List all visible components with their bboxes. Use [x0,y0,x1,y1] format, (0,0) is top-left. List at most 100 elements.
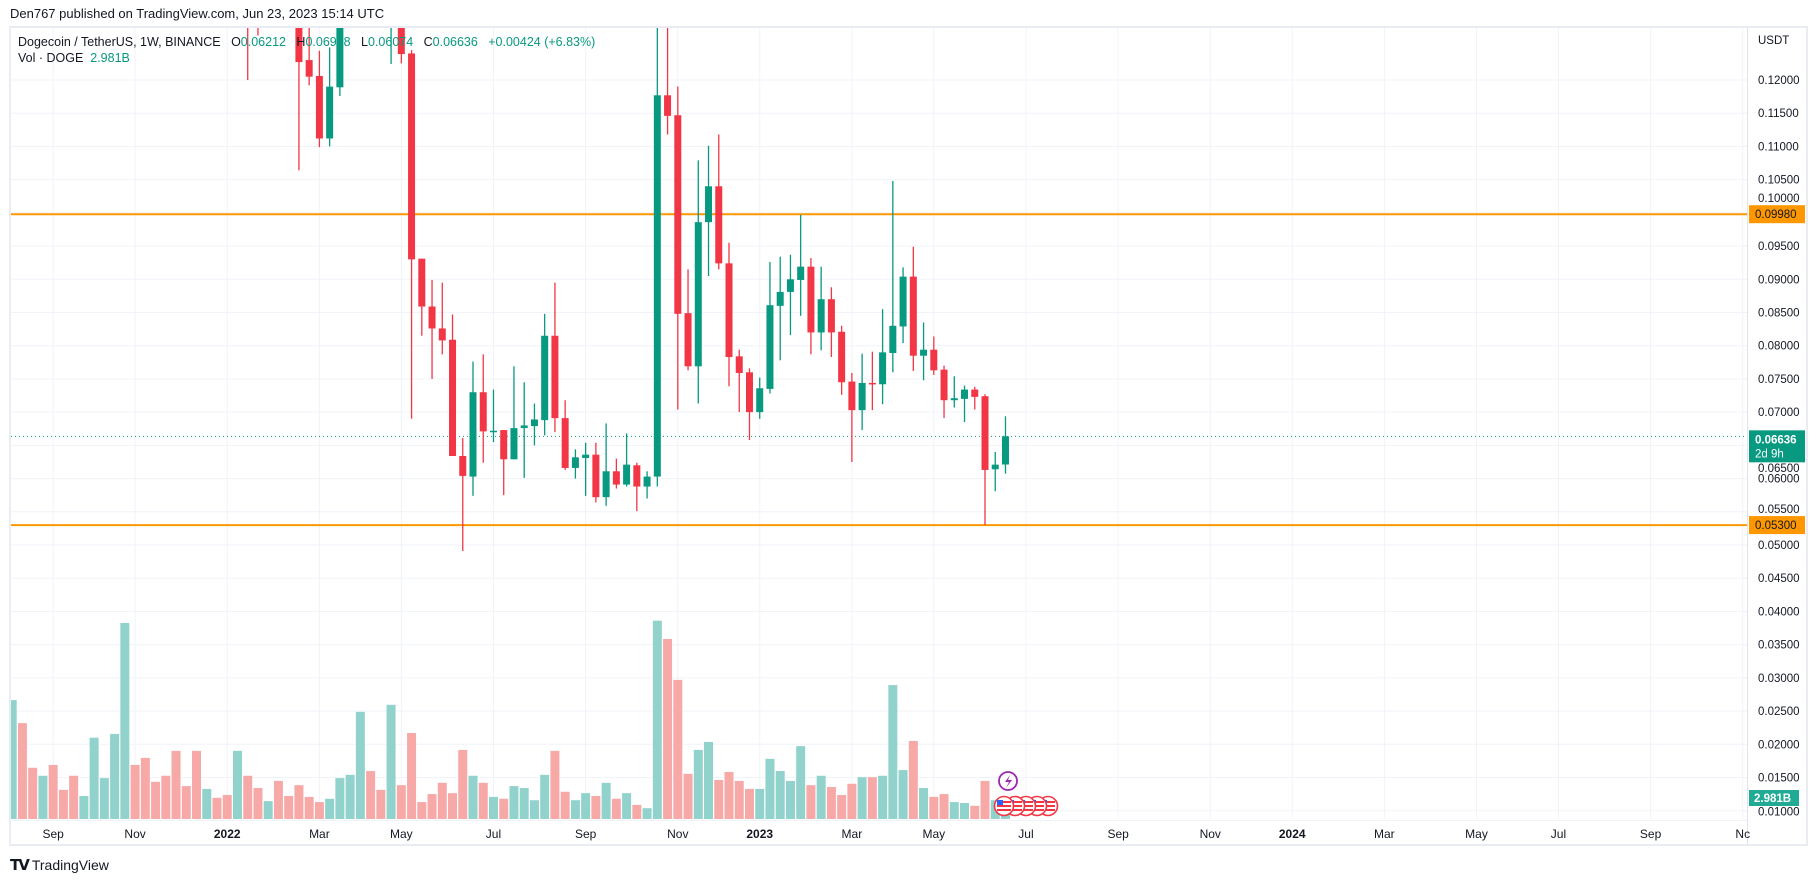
volume-bar [212,797,222,819]
volume-bar [28,767,38,819]
price-tick-label: 0.09000 [1758,274,1800,286]
volume-bar [48,764,58,819]
candle-body [449,339,457,456]
candle-body [459,455,467,476]
candle-body [705,186,713,223]
price-axis[interactable]: USDT 0.12000 0.11500 0.11000 0.10500 0.10000 0… [1758,35,1800,819]
volume-bars [11,620,1010,819]
time-axis[interactable]: Sep Nov 2022 Mar May Jul Sep Nov 2023 Mar May Jul Se… [11,820,1750,842]
volume-bar [919,787,929,819]
candle-body [838,331,846,383]
time-tick-label: Sep [575,827,597,841]
candle-body [326,86,334,139]
volume-bar [816,775,826,819]
candle-body [295,28,303,63]
volume-bar [253,787,263,819]
volume-bar [949,802,959,819]
volume-bar [89,737,99,819]
volume-bar [192,750,202,819]
candle-body [920,349,928,356]
volume-bar [847,783,857,819]
legend-low-value: 0.06074 [368,35,414,49]
last-volume-badge [1749,790,1799,806]
price-axis-badges: 0.09980 0.05300 0.06636 2d 9h 2.981B [1749,205,1805,806]
price-tick-label: 0.06000 [1758,474,1800,486]
price-tick-label: 0.04500 [1758,573,1800,585]
legend-open-label: O [231,35,241,49]
candle-body [305,60,313,77]
event-icons[interactable] [993,771,1059,817]
legend-symbol[interactable]: Dogecoin / TetherUS, 1W, BINANCE [18,35,221,49]
last-volume-label: 2.981B [1754,793,1791,805]
time-tick-label: Nov [124,827,145,841]
candle-body [602,471,610,498]
volume-bar [325,798,335,819]
volume-bar [683,773,693,819]
legend-volume-label[interactable]: Vol · DOGE [18,51,84,65]
volume-bar [427,794,437,819]
volume-bar [366,771,376,819]
volume-bar [407,732,417,819]
volume-bar [857,777,867,819]
volume-bar [499,798,509,819]
volume-bar [519,787,529,819]
volume-bar [284,795,294,819]
volume-bar [826,787,836,819]
volume-bar [642,808,652,819]
volume-bar [294,785,304,819]
volume-bar [79,795,89,819]
candle-body [776,291,784,306]
candle-body [827,299,835,333]
time-tick-label: Sep [42,827,64,841]
price-tick-label: 0.04000 [1758,606,1800,618]
candle-body [868,382,876,385]
lightning-icon[interactable] [998,771,1018,791]
legend-close-value: 0.06636 [432,35,478,49]
volume-bar [570,800,580,819]
time-tick-label: 2022 [214,827,241,841]
candle-body [612,471,620,485]
legend-high-value: 0.06938 [305,35,351,49]
volume-bar [448,793,458,819]
price-tick-label: 0.02500 [1758,706,1800,718]
candle-body [981,396,989,470]
price-tick-label: 0.01500 [1758,773,1800,785]
candle-body [971,389,979,397]
level-price-label: 0.09980 [1755,209,1797,221]
us-flag-icon[interactable] [993,795,1015,817]
candle-body [408,53,416,260]
price-tick-label: 0.05500 [1758,504,1800,516]
legend-volume-row: Vol · DOGE 2.981B [18,50,595,66]
candle-body [930,349,938,371]
legend-low-label: L [361,35,368,49]
horizontal-levels[interactable] [11,213,1747,527]
volume-bar [734,780,744,819]
candle-body [879,352,887,385]
candle-body [664,95,672,116]
candle-body [725,263,733,358]
last-price-badge [1749,430,1805,463]
candle-body [817,299,825,333]
volume-bar [263,801,273,819]
time-tick-label: 2023 [746,827,773,841]
volume-bar [673,679,683,819]
candle-body [797,266,805,280]
volume-bar [140,757,150,819]
level-price-badge [1749,516,1805,535]
volume-bar [550,750,560,819]
tradingview-logo[interactable]: TV TradingView [10,856,109,874]
volume-bar [417,802,427,819]
candle-body [961,389,969,399]
volume-bar [11,700,17,819]
candle-body [940,369,948,401]
time-tick-label: May [1465,827,1488,841]
time-tick-label: Sep [1640,827,1662,841]
volume-bar [161,775,171,819]
candle-body [479,392,487,432]
volume-bar [601,782,611,819]
candle-body [469,392,477,477]
candle-body [643,476,651,487]
candle-body [397,28,405,55]
candle-body [561,418,569,468]
